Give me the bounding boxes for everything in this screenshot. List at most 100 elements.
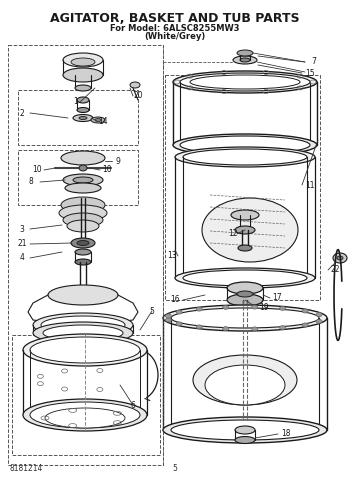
Ellipse shape bbox=[91, 117, 105, 123]
Ellipse shape bbox=[73, 177, 93, 183]
Ellipse shape bbox=[183, 270, 307, 286]
Text: 16: 16 bbox=[170, 296, 180, 304]
Ellipse shape bbox=[171, 308, 319, 328]
Ellipse shape bbox=[173, 134, 317, 156]
Ellipse shape bbox=[180, 136, 310, 154]
Ellipse shape bbox=[33, 322, 133, 344]
Text: 8: 8 bbox=[29, 177, 33, 186]
Ellipse shape bbox=[163, 305, 327, 331]
Text: (White/Grey): (White/Grey) bbox=[144, 32, 206, 41]
Text: For Model: 6ALSC8255MW3: For Model: 6ALSC8255MW3 bbox=[110, 24, 240, 33]
Ellipse shape bbox=[75, 259, 91, 265]
Text: 6: 6 bbox=[131, 400, 135, 410]
Ellipse shape bbox=[337, 256, 343, 260]
Ellipse shape bbox=[280, 306, 286, 311]
Ellipse shape bbox=[30, 337, 140, 363]
Ellipse shape bbox=[73, 114, 93, 122]
Ellipse shape bbox=[196, 307, 202, 311]
Bar bbox=[12, 335, 160, 455]
Ellipse shape bbox=[227, 282, 263, 294]
Ellipse shape bbox=[237, 50, 253, 56]
Ellipse shape bbox=[235, 226, 255, 234]
Ellipse shape bbox=[77, 97, 89, 103]
Text: 3: 3 bbox=[20, 225, 25, 233]
Bar bbox=[18, 90, 138, 145]
Text: 12: 12 bbox=[228, 229, 238, 239]
Text: 18: 18 bbox=[281, 429, 291, 439]
Text: 2: 2 bbox=[20, 109, 25, 117]
Text: AGITATOR, BASKET AND TUB PARTS: AGITATOR, BASKET AND TUB PARTS bbox=[50, 12, 300, 25]
Ellipse shape bbox=[316, 319, 322, 324]
Ellipse shape bbox=[237, 291, 253, 297]
Text: 22: 22 bbox=[330, 266, 340, 274]
Ellipse shape bbox=[43, 325, 123, 341]
Ellipse shape bbox=[75, 85, 91, 91]
Text: 9: 9 bbox=[116, 156, 120, 166]
Ellipse shape bbox=[235, 426, 255, 434]
Ellipse shape bbox=[130, 82, 140, 88]
Text: 1: 1 bbox=[74, 98, 78, 106]
Ellipse shape bbox=[240, 58, 250, 62]
Ellipse shape bbox=[223, 305, 229, 309]
Ellipse shape bbox=[316, 313, 322, 316]
Text: 13: 13 bbox=[167, 252, 177, 260]
Bar bbox=[165, 75, 320, 300]
Ellipse shape bbox=[77, 108, 89, 113]
Ellipse shape bbox=[33, 313, 133, 337]
Bar bbox=[18, 150, 138, 205]
Text: 21: 21 bbox=[17, 240, 27, 248]
Ellipse shape bbox=[48, 285, 118, 305]
Ellipse shape bbox=[63, 68, 103, 82]
Text: 10: 10 bbox=[102, 166, 112, 174]
Text: 19: 19 bbox=[259, 302, 269, 312]
Ellipse shape bbox=[233, 56, 257, 64]
Text: 10: 10 bbox=[32, 166, 42, 174]
Ellipse shape bbox=[223, 327, 229, 331]
Ellipse shape bbox=[45, 408, 125, 428]
Ellipse shape bbox=[75, 249, 91, 255]
Ellipse shape bbox=[41, 316, 125, 334]
Ellipse shape bbox=[23, 334, 147, 366]
Ellipse shape bbox=[59, 205, 107, 221]
Text: 5: 5 bbox=[173, 464, 177, 473]
Text: 20: 20 bbox=[133, 91, 143, 100]
Text: 5: 5 bbox=[149, 307, 154, 315]
Bar bbox=[8, 45, 163, 465]
Ellipse shape bbox=[67, 220, 99, 232]
Ellipse shape bbox=[175, 147, 315, 167]
Ellipse shape bbox=[193, 355, 297, 405]
Ellipse shape bbox=[61, 151, 105, 165]
Ellipse shape bbox=[252, 327, 258, 331]
Text: 4: 4 bbox=[20, 254, 25, 262]
Ellipse shape bbox=[63, 174, 103, 186]
Ellipse shape bbox=[95, 118, 101, 122]
Ellipse shape bbox=[205, 365, 285, 405]
Ellipse shape bbox=[180, 73, 310, 91]
Ellipse shape bbox=[252, 305, 258, 309]
Text: 14: 14 bbox=[98, 116, 108, 126]
Ellipse shape bbox=[175, 268, 315, 288]
Ellipse shape bbox=[79, 165, 87, 171]
Ellipse shape bbox=[63, 213, 103, 227]
Ellipse shape bbox=[190, 75, 300, 89]
Ellipse shape bbox=[30, 402, 140, 428]
Ellipse shape bbox=[71, 58, 95, 66]
Ellipse shape bbox=[231, 210, 259, 220]
Ellipse shape bbox=[163, 417, 327, 443]
Ellipse shape bbox=[77, 241, 89, 245]
Ellipse shape bbox=[227, 294, 263, 306]
Ellipse shape bbox=[196, 325, 202, 329]
Ellipse shape bbox=[302, 309, 308, 313]
Ellipse shape bbox=[176, 322, 182, 326]
Text: 17: 17 bbox=[272, 294, 282, 302]
Text: 8181214: 8181214 bbox=[10, 464, 43, 473]
Ellipse shape bbox=[235, 437, 255, 443]
Ellipse shape bbox=[61, 197, 105, 213]
Ellipse shape bbox=[173, 71, 317, 93]
Ellipse shape bbox=[171, 420, 319, 440]
Ellipse shape bbox=[71, 238, 95, 248]
Ellipse shape bbox=[302, 323, 308, 327]
Ellipse shape bbox=[176, 310, 182, 314]
Text: 11: 11 bbox=[305, 181, 315, 189]
Ellipse shape bbox=[23, 399, 147, 431]
